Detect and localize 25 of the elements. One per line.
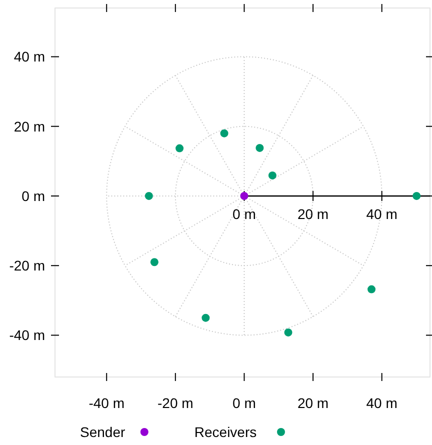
annotation: 20 m <box>297 206 329 222</box>
annotation: 40 m <box>366 206 398 222</box>
annotation: 0 m <box>232 206 256 222</box>
point <box>256 144 264 152</box>
legend-label: Receivers <box>194 424 257 440</box>
x-tick-label: -40 m <box>88 395 125 411</box>
point <box>412 192 421 200</box>
x-tick-label: -20 m <box>158 395 194 411</box>
y-tick-label: 40 m <box>14 48 45 65</box>
point <box>368 285 376 294</box>
x-tick-label: 40 m <box>366 395 398 411</box>
x-tick-label: 20 m <box>297 395 329 411</box>
legend-label: Sender <box>80 424 126 440</box>
y-tick-label: 20 m <box>14 118 45 134</box>
y-tick-label: -40 m <box>9 327 45 344</box>
y-tick-label: 0 m <box>22 188 45 204</box>
y-tick-label: -20 m <box>9 258 45 274</box>
point <box>150 258 158 266</box>
point <box>284 328 292 336</box>
point <box>202 314 210 322</box>
point <box>144 192 153 200</box>
point <box>268 171 276 180</box>
point <box>176 144 184 152</box>
x-tick-label: 0 m <box>232 395 256 411</box>
point <box>220 129 228 138</box>
